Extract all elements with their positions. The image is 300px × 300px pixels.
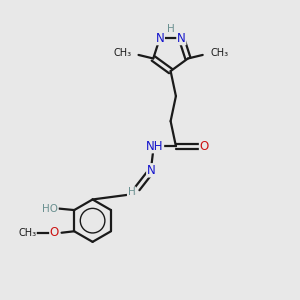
Text: CH₃: CH₃	[18, 228, 36, 238]
Text: O: O	[50, 226, 59, 239]
Text: N: N	[177, 32, 186, 45]
Text: CH₃: CH₃	[210, 48, 228, 58]
Text: H: H	[128, 187, 135, 197]
Text: NH: NH	[146, 140, 164, 153]
Text: H: H	[167, 24, 175, 34]
Text: HO: HO	[42, 204, 58, 214]
Text: O: O	[200, 140, 209, 153]
Text: N: N	[147, 164, 156, 177]
Text: N: N	[155, 32, 164, 45]
Text: CH₃: CH₃	[113, 48, 131, 58]
